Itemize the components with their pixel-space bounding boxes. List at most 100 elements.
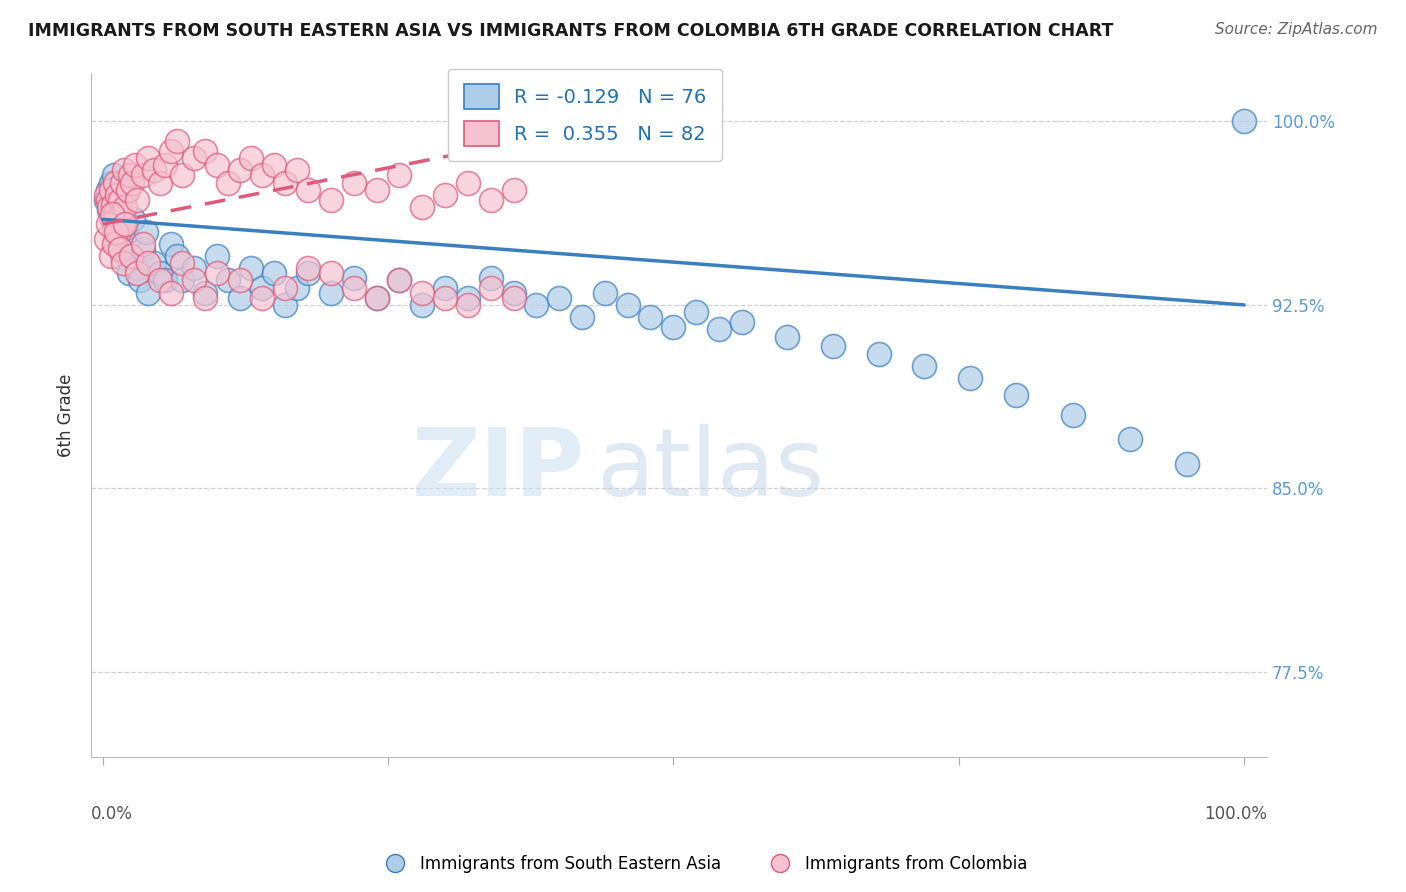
Point (263, 266, 285, 280)
Point (100, 207, 122, 221)
Point (160, 285, 183, 300)
Point (479, 281, 502, 295)
Point (1175, 457, 1198, 471)
Point (118, 168, 141, 182)
Text: 100.0%: 100.0% (1204, 805, 1267, 823)
Point (114, 217, 136, 231)
Text: atlas: atlas (596, 424, 825, 516)
Point (868, 347, 890, 361)
Point (149, 273, 172, 287)
Point (1119, 433, 1142, 447)
Point (149, 266, 172, 280)
Point (662, 319, 685, 334)
Point (1062, 408, 1084, 422)
Point (129, 273, 152, 287)
Point (103, 217, 125, 231)
Point (388, 273, 411, 287)
Point (183, 261, 205, 276)
Point (1233, 114, 1256, 128)
Point (100, 212, 122, 227)
Point (274, 281, 297, 295)
Point (479, 271, 502, 285)
Point (104, 207, 127, 221)
Point (239, 261, 262, 276)
Point (105, 187, 128, 202)
Point (172, 273, 194, 287)
Point (228, 291, 250, 305)
Point (343, 271, 366, 285)
Point (239, 151, 262, 165)
Point (107, 187, 129, 202)
Point (914, 359, 936, 373)
Point (228, 273, 250, 287)
Point (111, 252, 134, 266)
Point (388, 168, 411, 182)
Point (319, 285, 342, 300)
Point (166, 134, 188, 148)
Point (1004, 388, 1026, 402)
Point (105, 205, 128, 219)
Point (117, 183, 139, 197)
Legend: R = -0.129   N = 76, R =  0.355   N = 82: R = -0.129 N = 76, R = 0.355 N = 82 (449, 69, 721, 161)
Point (155, 159, 177, 173)
Point (122, 212, 145, 227)
Point (97, 193, 120, 207)
Point (101, 197, 124, 211)
Point (217, 273, 239, 287)
Text: ZIP: ZIP (412, 424, 585, 516)
Legend: Immigrants from South Eastern Asia, Immigrants from Colombia: Immigrants from South Eastern Asia, Immi… (373, 848, 1033, 880)
Point (97, 183, 120, 197)
Point (94, 193, 117, 207)
Point (100, 176, 122, 190)
Point (205, 266, 228, 280)
Point (411, 285, 433, 300)
Point (100, 249, 122, 263)
Point (166, 249, 188, 263)
Point (217, 176, 239, 190)
Point (502, 183, 524, 197)
Point (103, 168, 125, 182)
Point (297, 261, 319, 276)
Point (343, 176, 366, 190)
Point (98, 202, 121, 217)
Point (434, 187, 457, 202)
Point (366, 183, 388, 197)
Point (108, 200, 131, 214)
Text: IMMIGRANTS FROM SOUTH EASTERN ASIA VS IMMIGRANTS FROM COLOMBIA 6TH GRADE CORRELA: IMMIGRANTS FROM SOUTH EASTERN ASIA VS IM… (28, 22, 1114, 40)
Point (685, 305, 707, 319)
Point (252, 281, 274, 295)
Point (457, 291, 479, 305)
Point (172, 256, 194, 270)
Point (135, 225, 157, 239)
Point (103, 225, 125, 239)
Point (101, 197, 124, 211)
Point (593, 285, 616, 300)
Y-axis label: 6th Grade: 6th Grade (58, 373, 75, 457)
Point (117, 232, 139, 246)
Point (343, 281, 366, 295)
Point (183, 273, 205, 287)
Point (297, 183, 319, 197)
Point (149, 176, 172, 190)
Point (97, 217, 120, 231)
Point (125, 193, 148, 207)
Point (252, 291, 274, 305)
Point (155, 273, 177, 287)
Point (274, 176, 297, 190)
Point (707, 322, 730, 336)
Point (107, 225, 129, 239)
Point (136, 256, 159, 270)
Point (319, 266, 342, 280)
Point (434, 281, 457, 295)
Point (121, 176, 143, 190)
Point (319, 193, 342, 207)
Point (120, 249, 142, 263)
Point (118, 266, 141, 280)
Point (115, 246, 138, 260)
Text: 0.0%: 0.0% (91, 805, 134, 823)
Point (100, 212, 122, 227)
Point (136, 151, 159, 165)
Point (959, 371, 981, 385)
Point (103, 236, 125, 251)
Point (108, 193, 131, 207)
